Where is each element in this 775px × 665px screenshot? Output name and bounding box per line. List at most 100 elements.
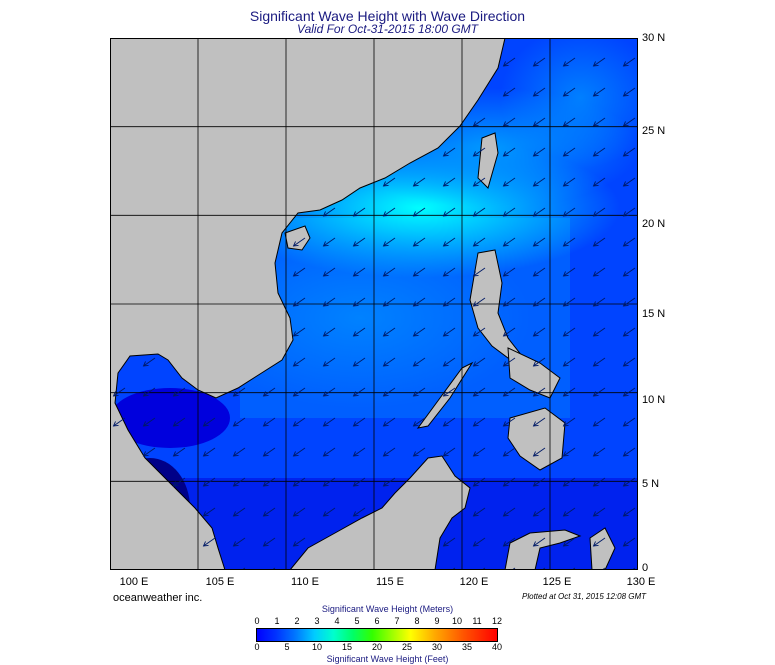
wave-arrow-head: [442, 421, 449, 427]
wave-arrow-head: [622, 211, 629, 217]
wave-arrow-head: [532, 271, 539, 277]
wave-arrow-head: [172, 421, 179, 427]
wave-arrow-head: [202, 451, 209, 457]
borneo-island: [289, 455, 471, 570]
wave-arrow: [563, 507, 576, 517]
wave-arrow-head: [592, 301, 599, 307]
wave-arrow-head: [172, 391, 179, 397]
wave-arrow-head: [532, 361, 539, 367]
wave-arrow-head: [442, 391, 449, 397]
lat-label-20: 20 N: [642, 218, 666, 230]
legend-meter-tick: 3: [314, 616, 320, 626]
wave-arrow-head: [562, 271, 569, 277]
wave-arrow: [563, 57, 576, 67]
wave-arrow-head: [322, 331, 329, 337]
wave-arrow: [413, 177, 426, 187]
wave-arrow-head: [622, 361, 629, 367]
wave-arrow: [563, 417, 576, 427]
wave-arrow-head: [202, 541, 209, 547]
wave-arrow-head: [472, 241, 479, 247]
wave-arrow: [533, 297, 546, 307]
wave-arrow: [563, 327, 576, 337]
wave-arrow-head: [442, 271, 449, 277]
wave-arrow: [233, 417, 246, 427]
wave-arrow-head: [622, 271, 629, 277]
wave-arrow: [593, 117, 606, 127]
halmahera-island: [589, 527, 616, 570]
wave-arrow-head: [382, 481, 389, 487]
wave-arrow-head: [322, 241, 329, 247]
wave-arrow: [353, 207, 366, 217]
wave-arrow-head: [292, 391, 299, 397]
wave-arrow: [383, 447, 396, 457]
wave-arrow-head: [202, 481, 209, 487]
wave-arrow-head: [502, 181, 509, 187]
legend-meter-tick: 1: [274, 616, 280, 626]
wave-arrow: [443, 297, 456, 307]
wave-arrow-head: [622, 121, 629, 127]
wave-arrow-head: [232, 541, 239, 547]
wave-arrow-head: [352, 301, 359, 307]
wave-arrow-head: [562, 301, 569, 307]
wave-arrow-head: [622, 421, 629, 427]
wave-arrow-head: [292, 361, 299, 367]
wave-arrow-head: [562, 451, 569, 457]
wave-arrow: [473, 387, 486, 397]
wave-arrow: [503, 267, 516, 277]
wave-arrow-head: [622, 451, 629, 457]
legend-meter-tick: 12: [491, 616, 503, 626]
wave-arrow-head: [502, 211, 509, 217]
wave-arrow-head: [412, 331, 419, 337]
wave-arrow: [623, 357, 636, 367]
plotted-timestamp: Plotted at Oct 31, 2015 12:08 GMT: [522, 592, 647, 601]
wave-arrow: [593, 477, 606, 487]
wave-arrow: [443, 327, 456, 337]
wave-arrow-head: [262, 451, 269, 457]
wave-arrow-head: [562, 511, 569, 517]
wave-arrow: [623, 297, 636, 307]
wave-arrow-head: [562, 61, 569, 67]
wave-arrow: [443, 357, 456, 367]
wave-arrow-head: [352, 331, 359, 337]
sulawesi-island: [504, 529, 582, 570]
wave-arrow: [233, 477, 246, 487]
wave-arrow-head: [592, 241, 599, 247]
wave-arrow: [503, 57, 516, 67]
wave-arrow: [383, 237, 396, 247]
wave-arrow: [413, 207, 426, 217]
wave-arrow-head: [442, 541, 449, 547]
wave-arrow-head: [202, 421, 209, 427]
wave-arrow: [323, 477, 336, 487]
wave-arrow: [533, 177, 546, 187]
wave-arrow-head: [442, 301, 449, 307]
wave-arrow: [623, 327, 636, 337]
wave-arrow: [293, 357, 306, 367]
wave-arrow-head: [622, 61, 629, 67]
wave-arrow: [623, 477, 636, 487]
wave-arrow-head: [142, 361, 149, 367]
wave-arrow-head: [502, 481, 509, 487]
wave-arrow-head: [352, 361, 359, 367]
wave-arrow-head: [442, 181, 449, 187]
wave-arrow: [503, 417, 516, 427]
wave-arrow: [623, 447, 636, 457]
wave-arrow-head: [502, 241, 509, 247]
wave-arrow-head: [292, 451, 299, 457]
wave-arrow: [263, 507, 276, 517]
legend-feet-title: Significant Wave Height (Feet): [326, 654, 449, 664]
wave-arrow-head: [262, 421, 269, 427]
wave-arrow: [473, 207, 486, 217]
wave-arrow: [443, 447, 456, 457]
wave-arrow: [203, 447, 216, 457]
wave-arrow-head: [322, 451, 329, 457]
wave-arrow-head: [472, 181, 479, 187]
wave-arrow-head: [592, 91, 599, 97]
wave-arrow-head: [502, 451, 509, 457]
wave-arrow-head: [562, 151, 569, 157]
wave-arrow: [473, 357, 486, 367]
wave-arrow-head: [472, 271, 479, 277]
wave-arrow-head: [292, 481, 299, 487]
wave-arrow-head: [262, 541, 269, 547]
wave-arrow-head: [352, 391, 359, 397]
legend-feet-tick: 30: [431, 642, 443, 652]
